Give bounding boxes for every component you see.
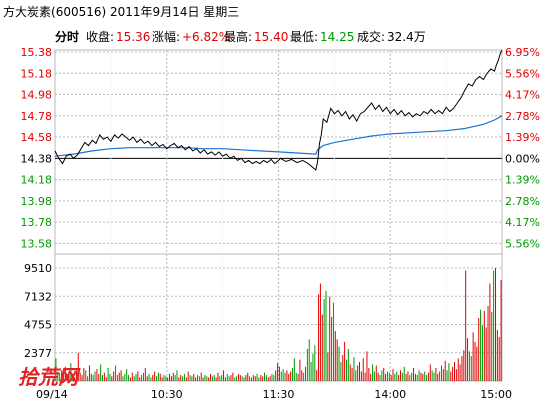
price-axis-left: 15.38 15.18 14.98 14.78 14.58 14.38 14.18 13.98… xyxy=(21,46,53,250)
stock-name: 方大炭素 xyxy=(3,5,52,19)
price-tick-label: 14.98 xyxy=(21,89,53,102)
percent-tick-label: 4.17% xyxy=(505,216,540,229)
price-tick-label: 15.18 xyxy=(21,67,53,80)
price-tick-label: 14.78 xyxy=(21,110,53,123)
volume-tick-label: 7132 xyxy=(24,290,52,303)
time-tick-label: 09/14 xyxy=(36,388,68,401)
grid-layer xyxy=(54,49,503,382)
time-tick-label: 15:00 xyxy=(480,388,512,401)
trade-date: 2011年9月14日 xyxy=(110,5,200,19)
percent-tick-label: 5.56% xyxy=(505,67,540,80)
price-line xyxy=(54,49,503,171)
percent-tick-label: 2.78% xyxy=(505,110,540,123)
watermark-logo: 拾荒网 xyxy=(18,365,81,389)
volume-value: 32.4万 xyxy=(387,30,426,44)
average-price-line xyxy=(54,115,503,157)
percent-tick-label: 6.95% xyxy=(505,46,540,59)
close-label: 收盘: xyxy=(86,29,114,44)
volume-axis: 9510 7132 4755 2377 xyxy=(24,262,52,360)
change-label: 涨幅: xyxy=(152,29,180,44)
high-label: 最高: xyxy=(224,29,252,44)
volume-tick-label: 9510 xyxy=(24,262,52,275)
price-tick-label: 14.18 xyxy=(21,174,53,187)
change-value: +6.82% xyxy=(182,30,230,44)
lines-layer xyxy=(54,49,503,171)
close-value: 15.36 xyxy=(116,30,150,44)
time-tick-label: 11:30 xyxy=(263,388,295,401)
percent-tick-label: 0.00% xyxy=(505,152,540,165)
chart-header: 分时 收盘: 15.36 涨幅: +6.82% 最高: 15.40 最低: 14… xyxy=(55,29,426,44)
time-axis: 09/14 10:30 11:30 14:00 15:00 xyxy=(36,388,512,401)
intraday-chart: 分时 收盘: 15.36 涨幅: +6.82% 最高: 15.40 最低: 14… xyxy=(18,29,540,401)
price-tick-label: 13.58 xyxy=(21,237,53,250)
percent-tick-label: 1.39% xyxy=(505,174,540,187)
percent-tick-label: 4.17% xyxy=(505,89,540,102)
percent-tick-label: 2.78% xyxy=(505,195,540,208)
trade-weekday: 星期三 xyxy=(203,5,240,19)
percent-tick-label: 1.39% xyxy=(505,131,540,144)
time-tick-label: 10:30 xyxy=(151,388,183,401)
time-tick-label: 14:00 xyxy=(374,388,406,401)
title-bar: 方大炭素(600516) 2011年9月14日 星期三 xyxy=(0,0,554,24)
low-value: 14.25 xyxy=(320,30,354,44)
high-value: 15.40 xyxy=(254,30,288,44)
mode-label[interactable]: 分时 xyxy=(55,29,79,44)
price-tick-label: 15.38 xyxy=(21,46,53,59)
low-label: 最低: xyxy=(290,30,318,44)
price-tick-label: 13.78 xyxy=(21,216,53,229)
stock-title: 方大炭素(600516) 2011年9月14日 星期三 xyxy=(3,3,239,20)
volume-label: 成交: xyxy=(357,29,385,44)
price-tick-label: 14.38 xyxy=(21,152,53,165)
volume-bars xyxy=(55,268,502,381)
volume-tick-label: 2377 xyxy=(24,347,52,360)
volume-tick-label: 4755 xyxy=(24,319,52,332)
price-tick-label: 14.58 xyxy=(21,131,53,144)
percent-tick-label: 5.56% xyxy=(505,237,540,250)
stock-code: (600516) xyxy=(51,5,107,19)
percent-axis-right: 6.95% 5.56% 4.17% 2.78% 1.39% 0.00% 1.39% 2.78%… xyxy=(505,46,540,250)
price-tick-label: 13.98 xyxy=(21,195,53,208)
